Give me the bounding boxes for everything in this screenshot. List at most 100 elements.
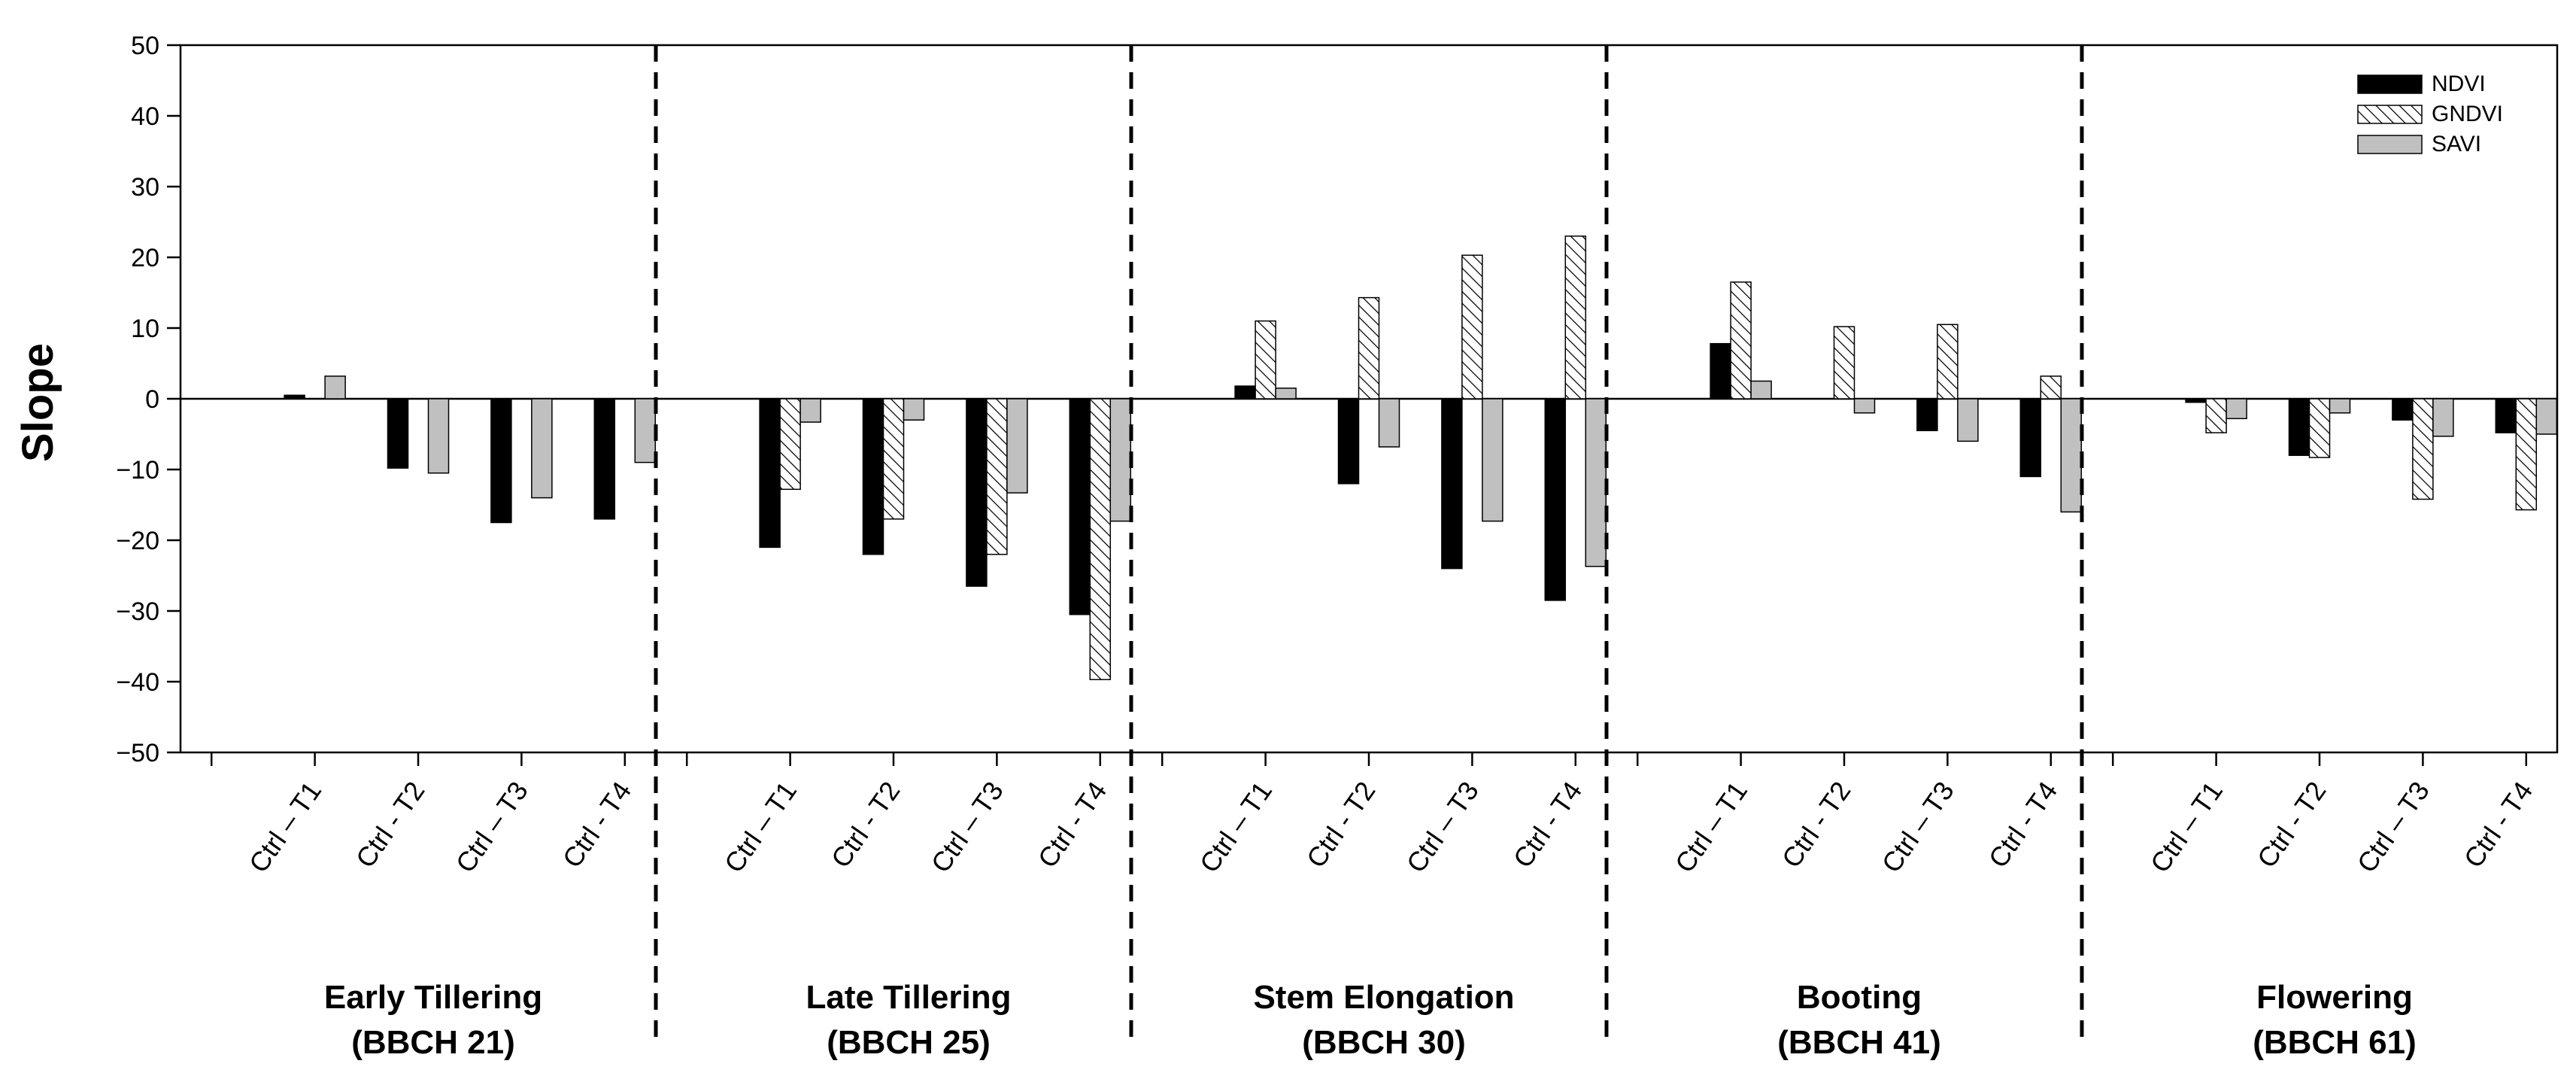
category-label: Ctrl – T3 bbox=[925, 776, 1009, 878]
bar-savi bbox=[1006, 398, 1028, 494]
legend-label-gndvi: GNDVI bbox=[2432, 102, 2503, 126]
category-label: Ctrl – T3 bbox=[1876, 776, 1960, 878]
bar-gndvi bbox=[2040, 375, 2062, 400]
bar-savi bbox=[634, 398, 657, 463]
bar-ndvi bbox=[1069, 398, 1091, 615]
stage-code-label: (BBCH 30) bbox=[1302, 1024, 1466, 1061]
stage-code-label: (BBCH 21) bbox=[351, 1024, 515, 1061]
bar-gndvi bbox=[1358, 296, 1380, 400]
bar-gndvi bbox=[986, 398, 1008, 555]
stage-code-label: (BBCH 41) bbox=[1777, 1024, 1941, 1061]
bar-gndvi bbox=[1833, 326, 1855, 400]
y-tick-label: −40 bbox=[116, 668, 159, 697]
stage-name-label: Stem Elongation bbox=[1253, 979, 1514, 1016]
bar-gndvi bbox=[2308, 398, 2331, 458]
bar-gndvi bbox=[882, 398, 905, 520]
category-label: Ctrl – T1 bbox=[718, 776, 803, 878]
legend: NDVI GNDVI SAVI bbox=[2357, 71, 2503, 157]
bar-gndvi bbox=[1937, 324, 1959, 400]
category-label: Ctrl – T3 bbox=[1400, 776, 1485, 878]
category-label: Ctrl - T2 bbox=[2251, 776, 2332, 873]
bar-savi bbox=[1957, 398, 1979, 442]
bar-ndvi bbox=[593, 398, 616, 520]
plot-area: 50 40 30 20 10 0 −10 −20 −30 −40 −50 Ctrl – T1 Ctrl … bbox=[116, 32, 2559, 1061]
bar-ndvi bbox=[284, 394, 305, 400]
bar-ndvi bbox=[1234, 385, 1256, 400]
bar-savi bbox=[1585, 398, 1607, 567]
bar-ndvi bbox=[2185, 398, 2207, 403]
y-axis-title: Slope bbox=[14, 343, 62, 462]
bar-savi bbox=[1750, 380, 1772, 400]
bar-ndvi bbox=[759, 398, 781, 549]
bar-savi bbox=[2060, 398, 2083, 513]
stage-code-label: (BBCH 25) bbox=[827, 1024, 991, 1061]
category-label: Ctrl – T1 bbox=[1669, 776, 1753, 878]
bar-savi bbox=[800, 398, 821, 423]
bar-ndvi bbox=[966, 398, 988, 587]
bar-gndvi bbox=[2515, 398, 2538, 511]
bar-gndvi bbox=[779, 398, 801, 491]
bar-savi bbox=[531, 398, 553, 499]
y-tick-label: 50 bbox=[131, 32, 159, 60]
y-tick-label: −30 bbox=[116, 597, 159, 626]
bar-gndvi bbox=[2205, 398, 2227, 433]
bar-gndvi bbox=[1089, 398, 1112, 680]
bar-gndvi bbox=[1461, 254, 1483, 400]
y-tick-label: 0 bbox=[145, 385, 159, 414]
category-label: Ctrl - T4 bbox=[557, 776, 638, 873]
category-label: Ctrl - T4 bbox=[2458, 776, 2539, 873]
bar-gndvi bbox=[2412, 398, 2434, 500]
bar-savi bbox=[1853, 398, 1876, 414]
bar-savi bbox=[2226, 398, 2247, 420]
stage-name-label: Early Tillering bbox=[324, 979, 542, 1016]
stage-name-label: Flowering bbox=[2256, 979, 2413, 1016]
bar-ndvi bbox=[387, 398, 409, 469]
bar-savi bbox=[2329, 398, 2351, 414]
bar-gndvi bbox=[1730, 281, 1752, 400]
bar-ndvi bbox=[2019, 398, 2042, 478]
y-tick-label: 40 bbox=[131, 102, 159, 131]
category-label: Ctrl – T1 bbox=[1194, 776, 1278, 878]
bar-savi bbox=[1109, 398, 1132, 522]
stage-name-label: Booting bbox=[1797, 979, 1922, 1016]
y-tick-label: −50 bbox=[116, 739, 159, 767]
category-label: Ctrl - T2 bbox=[825, 776, 906, 873]
category-label: Ctrl – T3 bbox=[450, 776, 534, 878]
bar-ndvi bbox=[1441, 398, 1463, 570]
bar-savi bbox=[1275, 387, 1297, 400]
bar-ndvi bbox=[490, 398, 512, 524]
bar-ndvi bbox=[2288, 398, 2311, 456]
bar-savi bbox=[2535, 398, 2558, 435]
legend-swatch-ndvi bbox=[2357, 74, 2423, 94]
category-label: Ctrl – T1 bbox=[2144, 776, 2229, 878]
legend-swatch-gndvi bbox=[2357, 105, 2423, 124]
bar-savi bbox=[1482, 398, 1503, 522]
legend-label-savi: SAVI bbox=[2432, 132, 2481, 157]
bar-savi bbox=[427, 398, 450, 474]
bar-savi bbox=[2432, 398, 2454, 437]
bar-ndvi bbox=[1916, 398, 1938, 432]
category-label: Ctrl - T4 bbox=[1507, 776, 1588, 873]
category-label: Ctrl – T3 bbox=[2351, 776, 2435, 878]
bar-ndvi bbox=[1710, 342, 1731, 400]
bar-gndvi bbox=[1255, 320, 1276, 400]
bar-ndvi bbox=[2495, 398, 2517, 433]
category-label: Ctrl - T4 bbox=[1032, 776, 1113, 873]
category-label: Ctrl - T2 bbox=[1776, 776, 1857, 873]
bar-ndvi bbox=[2392, 398, 2414, 421]
y-tick-label: 10 bbox=[131, 315, 159, 343]
legend-label-ndvi: NDVI bbox=[2432, 71, 2486, 96]
bar-ndvi bbox=[1337, 398, 1360, 485]
category-label: Ctrl – T1 bbox=[243, 776, 327, 878]
stage-name-label: Late Tillering bbox=[806, 979, 1011, 1016]
bar-gndvi bbox=[1564, 236, 1587, 400]
bar-ndvi bbox=[1544, 398, 1567, 601]
y-tick-label: 20 bbox=[131, 244, 159, 272]
bar-ndvi bbox=[862, 398, 884, 555]
bar-savi bbox=[1378, 398, 1400, 448]
bar-savi bbox=[903, 398, 925, 421]
y-tick-label: 30 bbox=[131, 173, 159, 202]
bar-savi bbox=[324, 375, 346, 400]
y-tick-label: −10 bbox=[116, 456, 159, 485]
